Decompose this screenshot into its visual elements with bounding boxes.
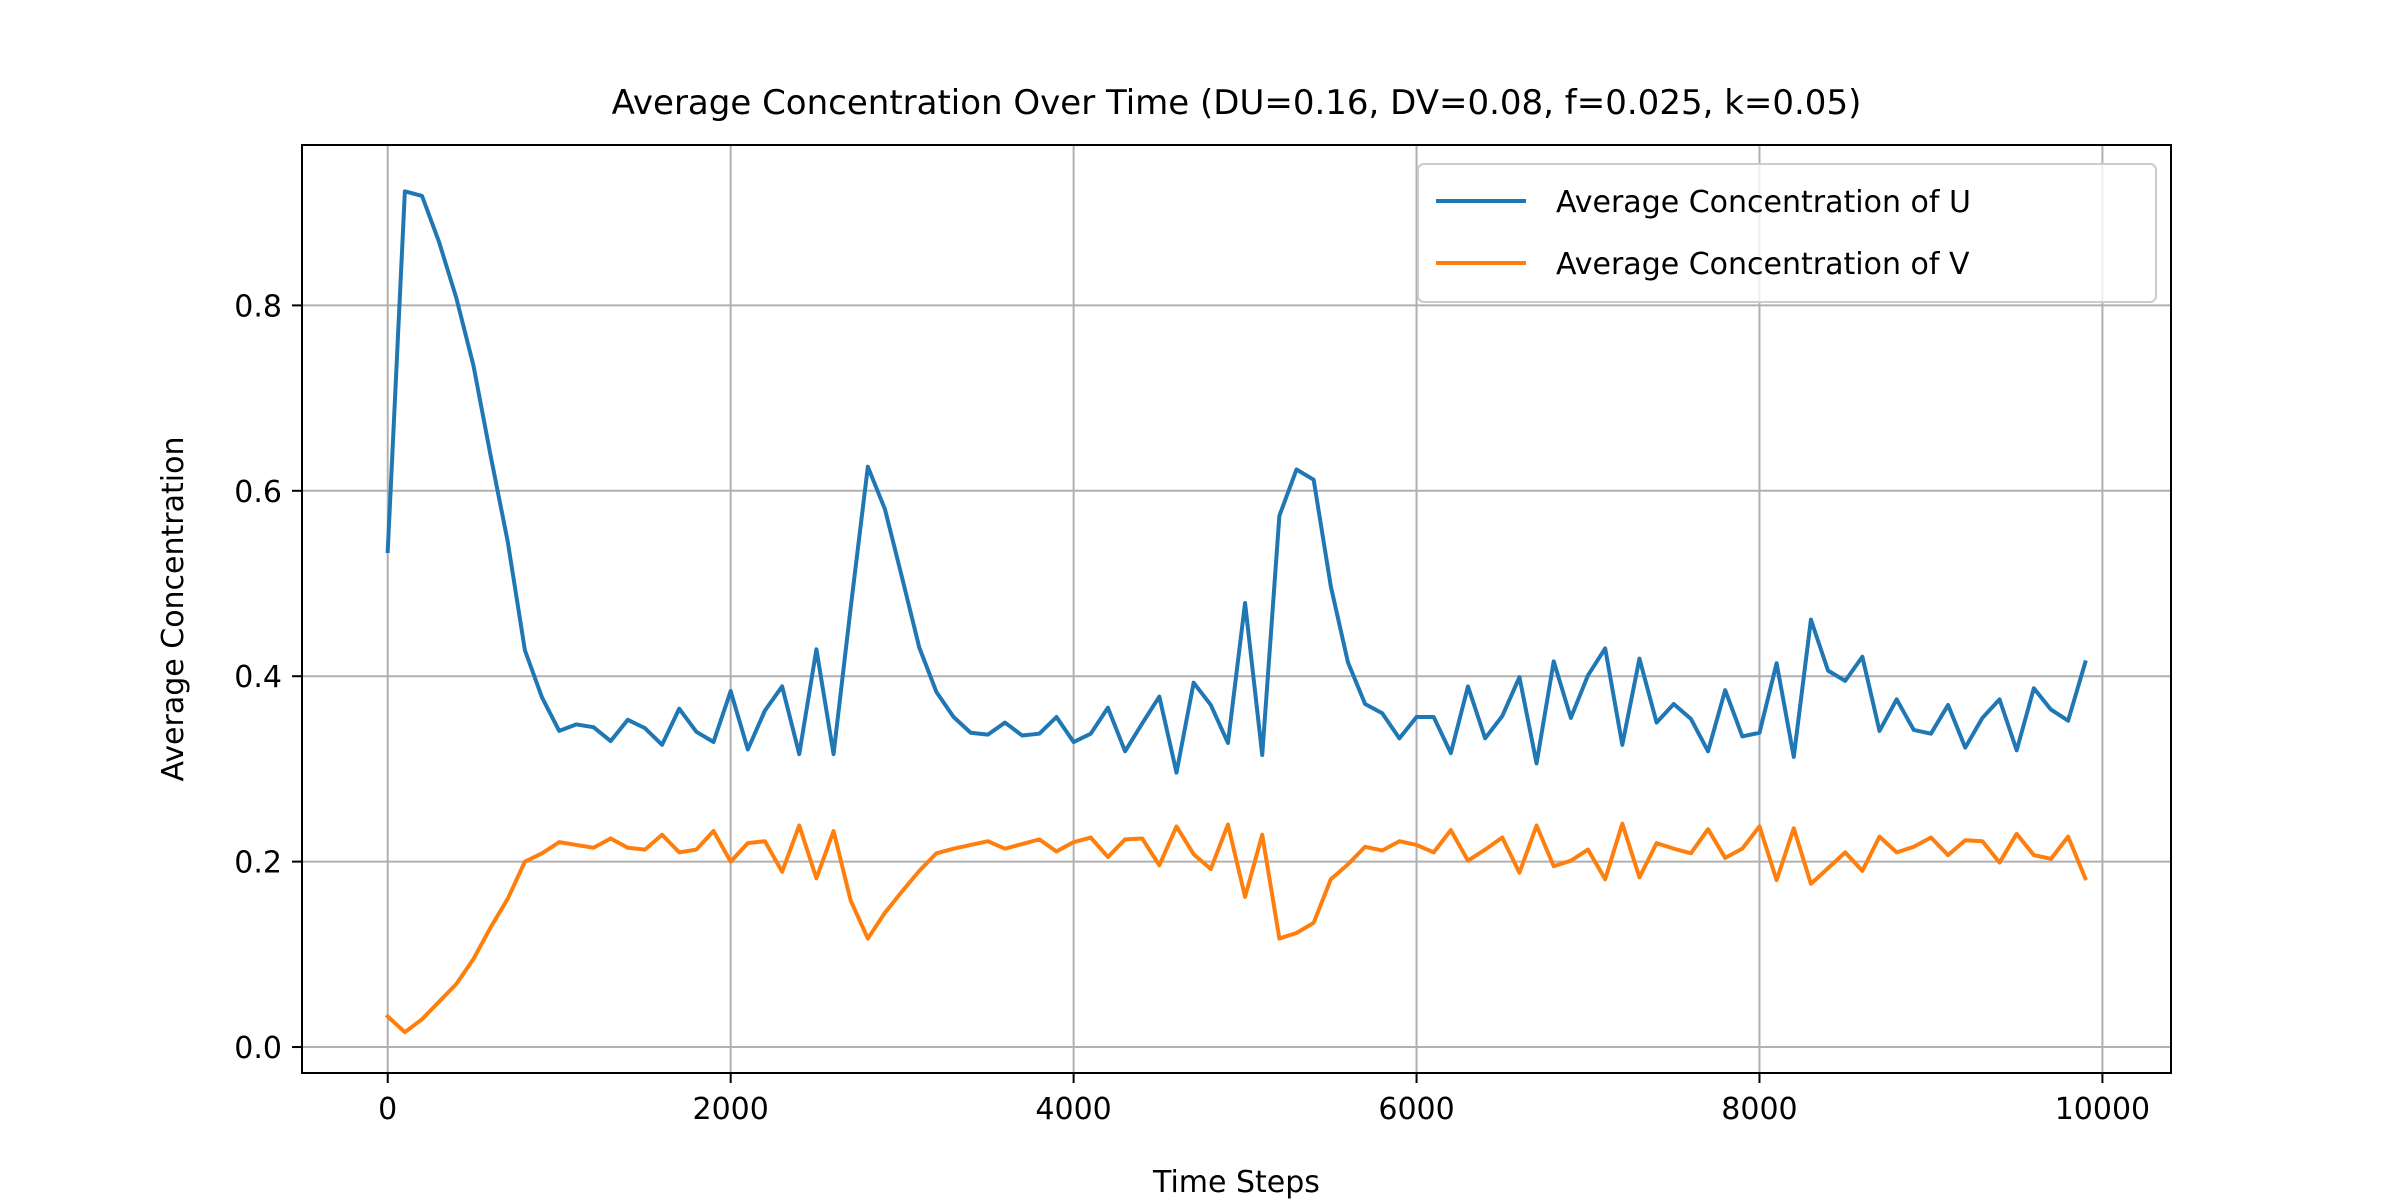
x-tick-label: 8000 <box>1721 1092 1797 1127</box>
x-tick-label: 0 <box>378 1092 397 1127</box>
x-tick-label: 4000 <box>1035 1092 1111 1127</box>
y-tick-label: 0.2 <box>234 846 282 881</box>
x-axis-label: Time Steps <box>1152 1165 1320 1200</box>
axis-ticks: 0 2000 4000 6000 8000 10000 0.0 0.2 0.4 0.6 0.8 <box>234 289 2150 1127</box>
legend-box <box>1417 163 2157 303</box>
y-axis-label: Average Concentration <box>156 437 191 782</box>
x-tick-label: 2000 <box>692 1092 768 1127</box>
y-tick-label: 0.6 <box>234 475 282 510</box>
series-line-v <box>384 821 2088 1035</box>
legend-label-u: Average Concentration of U <box>1556 185 1971 220</box>
series-line-u <box>385 189 2088 775</box>
chart-title: Average Concentration Over Time (DU=0.16… <box>612 83 1862 123</box>
legend: Average Concentration of U Average Conce… <box>1417 163 2157 303</box>
series-lines <box>384 189 2088 1035</box>
y-tick-label: 0.8 <box>234 289 282 324</box>
legend-label-v: Average Concentration of V <box>1556 247 1970 282</box>
plot-area-frame <box>301 144 2172 1074</box>
y-tick-label: 0.0 <box>234 1031 282 1066</box>
x-tick-label: 10000 <box>2055 1092 2150 1127</box>
y-tick-label: 0.4 <box>234 660 282 695</box>
x-tick-label: 6000 <box>1378 1092 1454 1127</box>
